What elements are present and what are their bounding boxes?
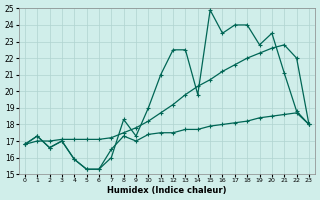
X-axis label: Humidex (Indice chaleur): Humidex (Indice chaleur) xyxy=(107,186,227,195)
